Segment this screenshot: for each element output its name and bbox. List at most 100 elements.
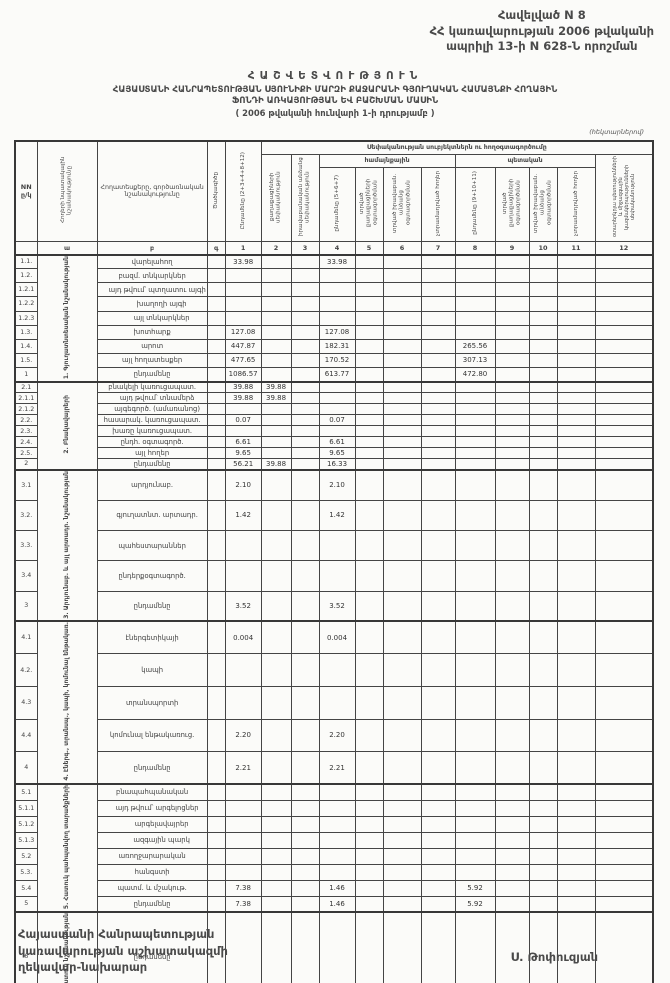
table-row: 5.1.1 այդ թվում՝ արգելոցներ [14, 799, 654, 817]
value-cell [528, 590, 558, 622]
column-number: 11 [556, 240, 596, 255]
value-cell [454, 620, 496, 655]
value-cell [494, 529, 530, 562]
land-type-cell: խոտհարք [96, 324, 208, 340]
value-cell [382, 458, 422, 471]
value-cell: 39.88 [260, 380, 292, 394]
value-cell [528, 296, 558, 312]
value-cell [556, 268, 596, 284]
value-cell [290, 590, 320, 622]
value-cell [318, 268, 356, 284]
value-cell [290, 863, 320, 881]
value-cell: 2.20 [224, 718, 262, 753]
column-number: 10 [528, 240, 558, 255]
value-cell [556, 911, 596, 983]
row-number-cell: 3.4 [14, 560, 38, 592]
land-type-cell: այդ թվում՝ պտղատու այգի [96, 282, 208, 298]
vertical-header-text: տրված քաղաքացիների օգտագործման [358, 178, 379, 228]
table-body: 1.1. 1. Գյուղատնտեսական նշանակության վարել… [14, 253, 654, 983]
value-cell: 3.52 [318, 590, 356, 622]
value-cell: 2.21 [318, 751, 356, 785]
value-cell [528, 352, 558, 369]
value-cell [318, 392, 356, 405]
value-cell [224, 296, 262, 312]
value-cell [382, 620, 422, 655]
value-cell [318, 653, 356, 687]
appendix-line: ՀՀ կառավարության 2006 թվականի [429, 23, 654, 38]
value-cell [224, 310, 262, 326]
value-cell [556, 529, 596, 562]
column-number: 6 [382, 240, 422, 255]
value-cell [594, 425, 654, 438]
value-cell [494, 366, 530, 383]
value-cell [318, 380, 356, 394]
code-cell [206, 366, 226, 383]
value-cell [224, 815, 262, 833]
value-cell [594, 847, 654, 865]
value-cell [454, 815, 496, 833]
value-cell [382, 783, 422, 801]
value-cell [556, 324, 596, 340]
row-number-cell: 4.4 [14, 718, 38, 753]
value-cell [528, 529, 558, 562]
value-cell [260, 685, 292, 720]
value-cell [594, 458, 654, 471]
value-cell [528, 282, 558, 298]
value-cell [528, 447, 558, 460]
value-cell [528, 560, 558, 592]
code-cell [206, 338, 226, 354]
value-cell [494, 783, 530, 801]
value-cell: 6.61 [318, 436, 356, 449]
value-cell [454, 590, 496, 622]
value-cell [290, 414, 320, 427]
table-row: 5.1.3 ազգային պարկ [14, 831, 654, 849]
header-row-3: ընդամենը (5+6+7) տրված քաղաքացիների օգտագ… [15, 166, 653, 242]
value-cell [528, 436, 558, 449]
value-cell [224, 911, 262, 983]
value-cell [594, 620, 654, 655]
value-cell [290, 783, 320, 801]
value-cell [354, 468, 384, 501]
land-type-cell: հանգստի [96, 863, 208, 881]
value-cell: 2.21 [224, 751, 262, 785]
value-cell [354, 863, 384, 881]
value-cell [224, 560, 262, 592]
value-cell [260, 268, 292, 284]
value-cell: 1.46 [318, 879, 356, 897]
ownership-band-header: Սեփականության սուբյեկտներն ու հողօգտագոր… [260, 140, 654, 155]
value-cell [420, 653, 456, 687]
value-cell [260, 414, 292, 427]
value-cell [224, 685, 262, 720]
value-cell [290, 392, 320, 405]
value-cell [260, 847, 292, 865]
value-cell [260, 366, 292, 383]
code-cell [206, 653, 226, 687]
value-cell [420, 282, 456, 298]
value-cell [556, 895, 596, 913]
value-cell [594, 718, 654, 753]
value-cell [528, 799, 558, 817]
appendix-block: Հավելված N 8 ՀՀ կառավարության 2006 թվակա… [430, 8, 654, 55]
value-cell [260, 895, 292, 913]
code-cell [206, 560, 226, 592]
value-cell [556, 458, 596, 471]
value-cell [420, 458, 456, 471]
value-cell [382, 380, 422, 394]
page-subtitle-3: ( 2006 թվականի հունվարի 1-ի դրությամբ ) [235, 108, 435, 118]
value-cell: 39.88 [224, 392, 262, 405]
value-cell [454, 268, 496, 284]
legal-entities-col-header: իրավաբանական անձանց սեփականություն [290, 153, 320, 242]
value-cell [290, 352, 320, 369]
value-cell [494, 380, 530, 394]
value-cell [382, 352, 422, 369]
value-cell [494, 468, 530, 501]
value-cell [224, 282, 262, 298]
value-cell: 3.52 [224, 590, 262, 622]
land-type-cell: ազգային պարկ [96, 831, 208, 849]
column-number: 7 [420, 240, 456, 255]
value-cell [260, 653, 292, 687]
value-cell [260, 324, 292, 340]
table-row: 1 ընդամենը 1086.57 613.77 472.80 [14, 366, 654, 383]
value-cell: 1086.57 [224, 366, 262, 383]
